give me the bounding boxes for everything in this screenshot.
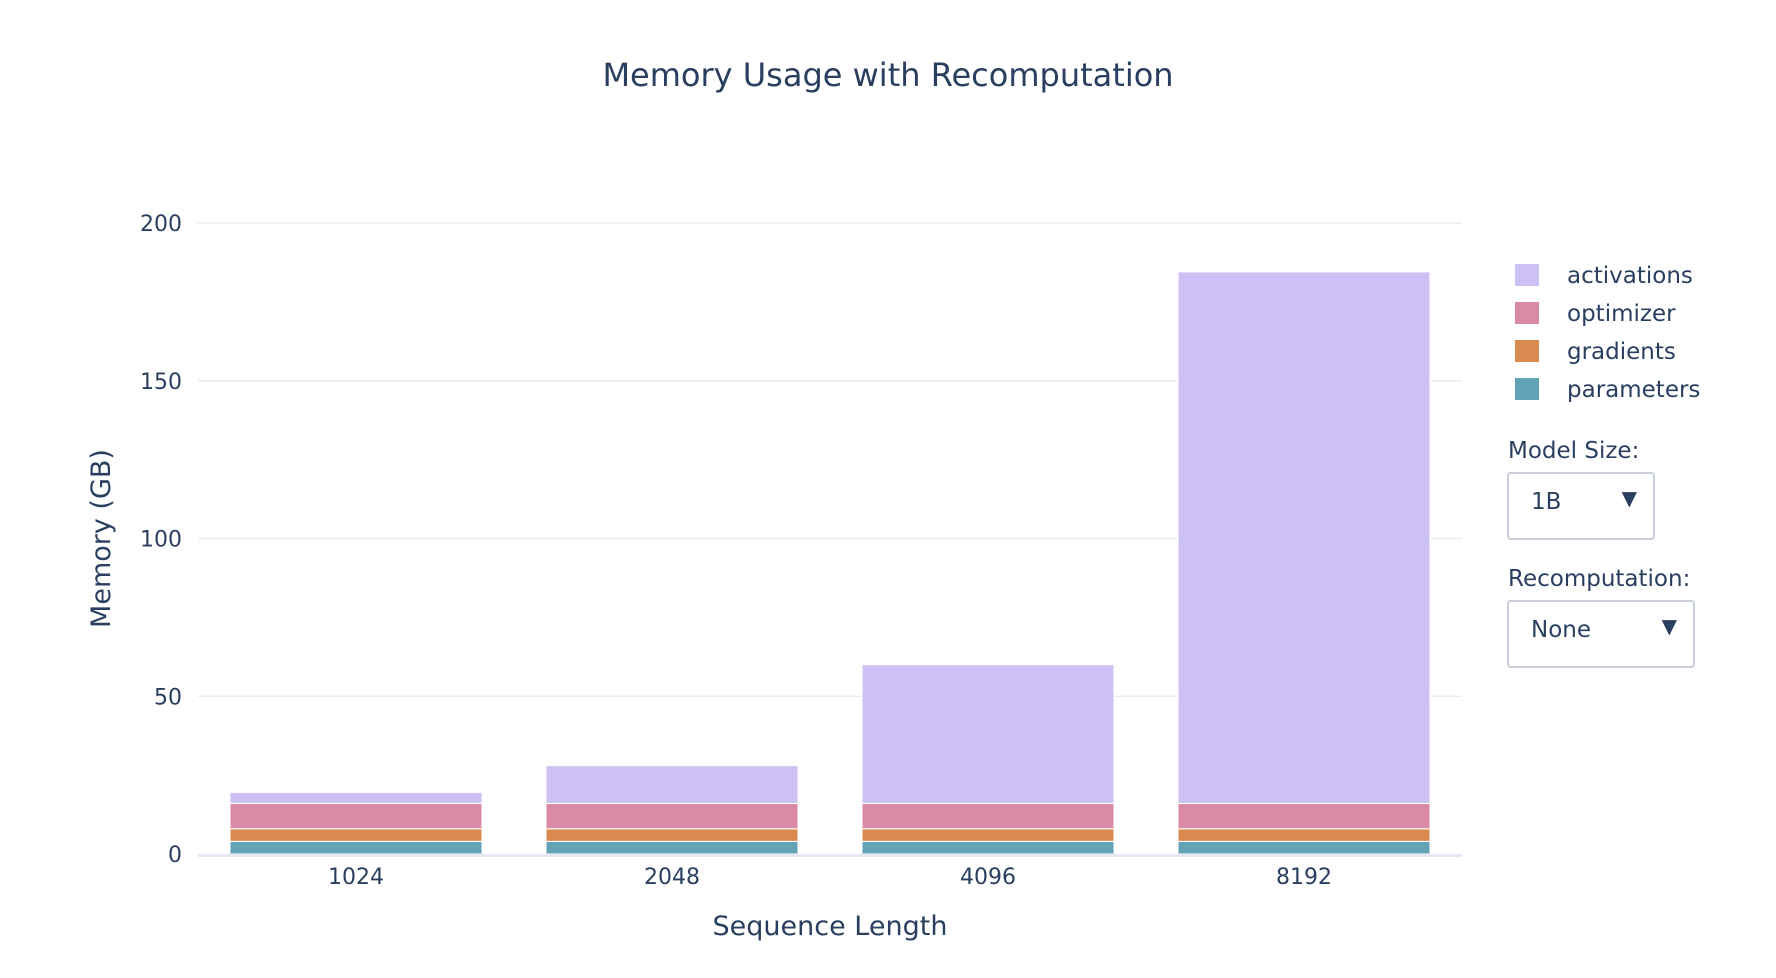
legend-item-parameters: parameters xyxy=(1567,377,1700,403)
bar-activations-1024 xyxy=(229,791,483,805)
bar-optimizer-4096 xyxy=(861,803,1115,830)
y-axis-title: Memory (GB) xyxy=(86,449,117,628)
bar-gradients-8192 xyxy=(1177,828,1431,842)
chevron-down-icon: ▼ xyxy=(1621,486,1637,510)
model-size-label: Model Size: xyxy=(1508,438,1640,464)
bar-activations-2048 xyxy=(545,765,799,805)
legend-item-gradients: gradients xyxy=(1567,339,1676,365)
y-tick-label: 0 xyxy=(168,843,182,868)
recomputation-label: Recomputation: xyxy=(1508,566,1691,592)
legend-swatch-optimizer xyxy=(1515,302,1539,324)
x-tick-label: 8192 xyxy=(1276,865,1332,890)
recomputation-dropdown[interactable]: None ▼ xyxy=(1507,600,1695,668)
x-tick-label: 1024 xyxy=(328,865,384,890)
bar-gradients-2048 xyxy=(545,828,799,842)
legend-swatch-gradients xyxy=(1515,340,1539,362)
y-tick-label: 50 xyxy=(154,685,182,710)
bar-optimizer-8192 xyxy=(1177,803,1431,830)
bar-activations-8192 xyxy=(1177,271,1431,805)
bar-parameters-4096 xyxy=(861,840,1115,855)
bar-optimizer-2048 xyxy=(545,803,799,830)
recomputation-selected-value: None xyxy=(1531,617,1592,643)
legend-swatch-activations xyxy=(1515,264,1539,286)
bar-gradients-4096 xyxy=(861,828,1115,842)
bar-parameters-1024 xyxy=(229,840,483,855)
bar-parameters-2048 xyxy=(545,840,799,855)
x-axis-title: Sequence Length xyxy=(713,911,948,942)
bar-gradients-1024 xyxy=(229,828,483,842)
legend-swatch-parameters xyxy=(1515,378,1539,400)
bar-optimizer-1024 xyxy=(229,803,483,830)
y-tick-label: 200 xyxy=(140,212,182,237)
y-tick-label: 150 xyxy=(140,370,182,395)
bar-activations-4096 xyxy=(861,664,1115,805)
legend-item-activations: activations xyxy=(1567,263,1693,289)
chart-title: Memory Usage with Recomputation xyxy=(602,56,1173,94)
x-tick-label: 4096 xyxy=(960,865,1016,890)
model-size-dropdown[interactable]: 1B ▼ xyxy=(1507,472,1655,540)
chevron-down-icon: ▼ xyxy=(1661,614,1677,638)
bar-parameters-8192 xyxy=(1177,840,1431,855)
x-tick-label: 2048 xyxy=(644,865,700,890)
y-tick-label: 100 xyxy=(140,528,182,553)
model-size-selected-value: 1B xyxy=(1531,489,1562,515)
legend-item-optimizer: optimizer xyxy=(1567,301,1676,327)
